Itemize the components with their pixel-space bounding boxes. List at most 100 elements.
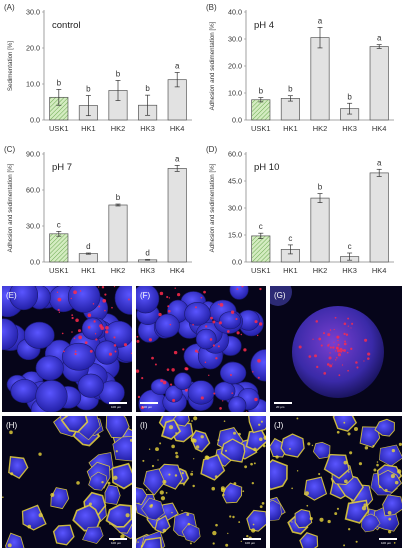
bacteria-stain (347, 317, 350, 320)
bacteria-stain (87, 326, 91, 329)
bacteria-stain (263, 435, 266, 440)
bacteria-stain (108, 352, 113, 356)
significance-letter: b (288, 85, 293, 94)
x-tick-label: HK3 (342, 124, 357, 133)
bacteria-stain (142, 459, 145, 462)
bacteria-stain (168, 473, 171, 476)
panel-label: (B) (206, 3, 217, 12)
bacteria-stain (259, 287, 262, 291)
significance-letter: b (116, 69, 121, 78)
micrograph-f-scale-text: 100 µm (142, 405, 153, 409)
y-tick-label: 30.0 (26, 222, 40, 231)
yeast-cell (95, 340, 119, 365)
bacteria-stain (149, 504, 153, 508)
yeast-cell (10, 379, 39, 404)
bacteria-stain (89, 349, 93, 353)
bacteria-stain (197, 351, 199, 353)
yeast-cell (374, 418, 395, 437)
bacteria-stain (336, 336, 338, 338)
micrograph-h-image (2, 416, 132, 548)
bacteria-stain (115, 450, 118, 453)
bacteria-stain (355, 540, 358, 543)
y-tick-label: 30.0 (228, 204, 242, 213)
yeast-cell (246, 509, 266, 532)
bacteria-stain (252, 523, 255, 526)
bacteria-stain (390, 474, 395, 479)
bacteria-stain (344, 479, 348, 484)
inset-title: control (52, 20, 81, 31)
bacteria-stain (105, 330, 109, 334)
bacteria-stain (93, 320, 96, 323)
bar-hk4 (167, 168, 187, 263)
bacteria-stain (398, 442, 402, 446)
bacteria-stain (104, 309, 106, 312)
panel-label: (D) (206, 145, 217, 154)
bacteria-stain (372, 444, 375, 448)
yeast-cell (2, 318, 19, 351)
bacteria-stain (136, 335, 139, 338)
bacteria-stain (335, 346, 339, 350)
yeast-cell (165, 385, 183, 403)
bacteria-stain (254, 320, 258, 324)
yeast-cell (270, 459, 288, 491)
bacteria-stain (305, 491, 309, 496)
bacteria-stain (347, 369, 349, 372)
bacteria-stain (38, 513, 43, 518)
bacteria-stain (59, 417, 62, 419)
bacteria-stain (355, 361, 358, 364)
bacteria-stain (175, 451, 178, 455)
bacteria-stain (2, 496, 4, 498)
micrograph-h-scalebar (109, 538, 127, 540)
significance-letter: b (259, 87, 264, 96)
bacteria-stain (318, 337, 322, 341)
bacteria-stain (169, 383, 173, 386)
yeast-cell (303, 476, 328, 501)
bacteria-stain (240, 333, 243, 336)
bacteria-stain (343, 322, 347, 326)
bacteria-stain (244, 465, 248, 469)
bacteria-stain (341, 364, 344, 366)
bacteria-stain (212, 542, 215, 545)
yeast-cell (35, 355, 64, 381)
bacteria-stain (367, 352, 371, 356)
bacteria-stain (238, 432, 241, 436)
bacteria-stain (298, 345, 302, 349)
significance-letter: c (288, 234, 292, 243)
bacteria-stain (208, 374, 210, 377)
bacteria-stain (210, 316, 213, 320)
bacteria-stain (171, 511, 173, 514)
yeast-cell (23, 321, 55, 349)
bacteria-stain (308, 355, 312, 358)
significance-letter: a (175, 61, 180, 70)
bacteria-stain (190, 438, 196, 443)
bacteria-stain (326, 363, 330, 366)
chart-panel-b: (B) Adhesion and sedimentation [%] 0.0 10.0… (202, 0, 404, 142)
bacteria-stain (309, 516, 313, 521)
bacteria-stain (160, 379, 164, 383)
bacteria-stain (159, 442, 162, 445)
bacteria-stain (296, 417, 299, 420)
x-tick-label: HK2 (313, 124, 328, 133)
bacteria-stain (154, 363, 157, 366)
yeast-cell (105, 503, 132, 528)
bacteria-stain (233, 431, 236, 435)
bacteria-stain (175, 432, 178, 435)
yeast-cell (361, 513, 381, 533)
yeast-cell (187, 380, 215, 405)
bacteria-stain (184, 388, 188, 392)
x-tick-label: HK1 (283, 266, 298, 275)
bacteria-stain (347, 471, 350, 473)
yeast-cell (8, 456, 29, 480)
inset-title: pH 4 (254, 20, 274, 31)
yeast-cell (299, 532, 319, 548)
bacteria-stain (312, 338, 314, 340)
bacteria-stain (74, 350, 77, 353)
bacteria-stain (113, 475, 118, 480)
yeast-cell (184, 302, 211, 326)
bacteria-stain (182, 483, 185, 486)
yeast-cell (200, 454, 226, 481)
bacteria-stain (341, 349, 344, 352)
micrograph-g-scale-text: 20 µm (276, 405, 285, 409)
yeast-cell (214, 381, 236, 401)
bacteria-stain (125, 513, 130, 518)
